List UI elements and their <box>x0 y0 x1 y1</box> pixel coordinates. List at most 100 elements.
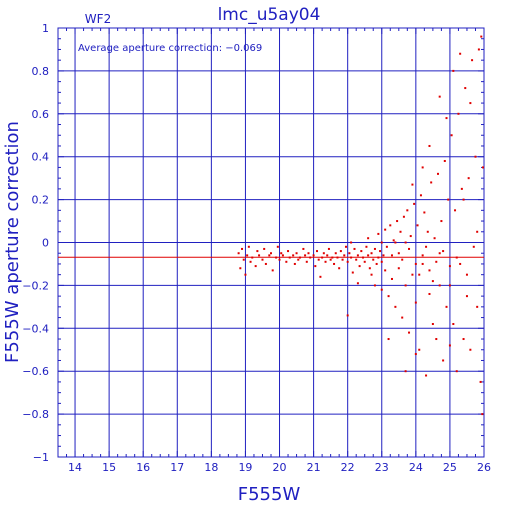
data-point <box>319 275 322 278</box>
data-point <box>442 359 445 362</box>
data-point <box>367 254 370 257</box>
data-point <box>343 254 346 257</box>
data-point <box>244 273 247 276</box>
data-point <box>418 348 421 351</box>
data-point <box>469 102 472 105</box>
data-point <box>472 245 475 248</box>
data-point <box>307 252 310 255</box>
data-point <box>314 265 317 268</box>
data-point <box>293 262 296 265</box>
axis-ticks <box>57 27 485 458</box>
data-point <box>411 273 414 276</box>
data-point <box>367 237 370 240</box>
data-point <box>285 260 288 263</box>
y-tick-label: −0.6 <box>22 365 49 378</box>
data-point <box>428 292 431 295</box>
data-point <box>281 254 284 257</box>
data-point <box>390 277 393 280</box>
data-point <box>324 260 327 263</box>
data-point <box>242 258 245 261</box>
data-point <box>394 305 397 308</box>
x-tick-label: 16 <box>136 461 150 474</box>
data-point <box>360 250 363 253</box>
data-point <box>363 260 366 263</box>
data-point <box>344 245 347 248</box>
data-point <box>408 331 411 334</box>
data-point <box>355 258 358 261</box>
data-point <box>447 198 450 201</box>
data-point <box>251 256 254 259</box>
y-tick-label: −0.8 <box>22 408 49 421</box>
data-point <box>377 232 380 235</box>
data-point <box>421 262 424 265</box>
y-tick-label: −0.4 <box>22 322 49 335</box>
data-point <box>459 262 462 265</box>
data-point <box>436 172 439 175</box>
data-point <box>350 241 353 244</box>
data-point <box>481 166 484 169</box>
y-tick-labels: −1 −0.8 −0.6 −0.4 −0.2 0 0.2 0.4 0.6 0.8 1 <box>22 22 49 464</box>
x-tick-label: 22 <box>341 461 355 474</box>
data-point <box>302 247 305 250</box>
data-point <box>326 254 329 257</box>
data-point <box>397 267 400 270</box>
data-point <box>416 224 419 227</box>
data-point <box>275 256 278 259</box>
data-point <box>380 288 383 291</box>
data-point <box>442 250 445 253</box>
data-point <box>396 220 399 223</box>
data-point <box>287 250 290 253</box>
data-point <box>457 112 460 115</box>
data-point <box>435 260 438 263</box>
data-point <box>413 202 416 205</box>
data-point <box>368 267 371 270</box>
data-point <box>362 256 365 259</box>
x-tick-label: 25 <box>443 461 457 474</box>
data-point <box>433 237 436 240</box>
data-point <box>316 250 319 253</box>
data-point <box>387 295 390 298</box>
data-point <box>409 235 412 238</box>
y-tick-label: 0.8 <box>32 65 50 78</box>
data-point <box>298 256 301 259</box>
x-tick-label: 18 <box>204 461 218 474</box>
data-point <box>305 260 308 263</box>
data-point <box>280 252 283 255</box>
data-point <box>474 155 477 158</box>
data-point <box>452 69 455 72</box>
data-point <box>480 35 483 38</box>
x-tick-label: 23 <box>375 461 389 474</box>
data-point <box>402 215 405 218</box>
data-point <box>479 380 482 383</box>
data-point <box>271 269 274 272</box>
data-point <box>351 271 354 274</box>
data-point <box>387 338 390 341</box>
data-point <box>263 247 266 250</box>
data-point <box>358 265 361 268</box>
data-point <box>414 301 417 304</box>
data-point <box>467 177 470 180</box>
data-point <box>421 254 424 257</box>
data-point <box>438 284 441 287</box>
y-tick-label: 0.6 <box>32 108 50 121</box>
data-point <box>377 256 380 259</box>
data-point <box>264 262 267 265</box>
panel-label: WF2 <box>85 12 111 26</box>
data-point <box>440 220 443 223</box>
data-point <box>465 273 468 276</box>
data-point <box>431 280 434 283</box>
data-point <box>476 230 479 233</box>
data-point <box>321 256 324 259</box>
data-point <box>327 247 330 250</box>
data-point <box>317 258 320 261</box>
data-point <box>460 187 463 190</box>
x-tick-label: 15 <box>102 461 116 474</box>
data-point <box>380 260 383 263</box>
data-point <box>256 250 259 253</box>
data-point <box>426 230 429 233</box>
data-point <box>469 348 472 351</box>
data-point <box>465 295 468 298</box>
data-point <box>334 252 337 255</box>
